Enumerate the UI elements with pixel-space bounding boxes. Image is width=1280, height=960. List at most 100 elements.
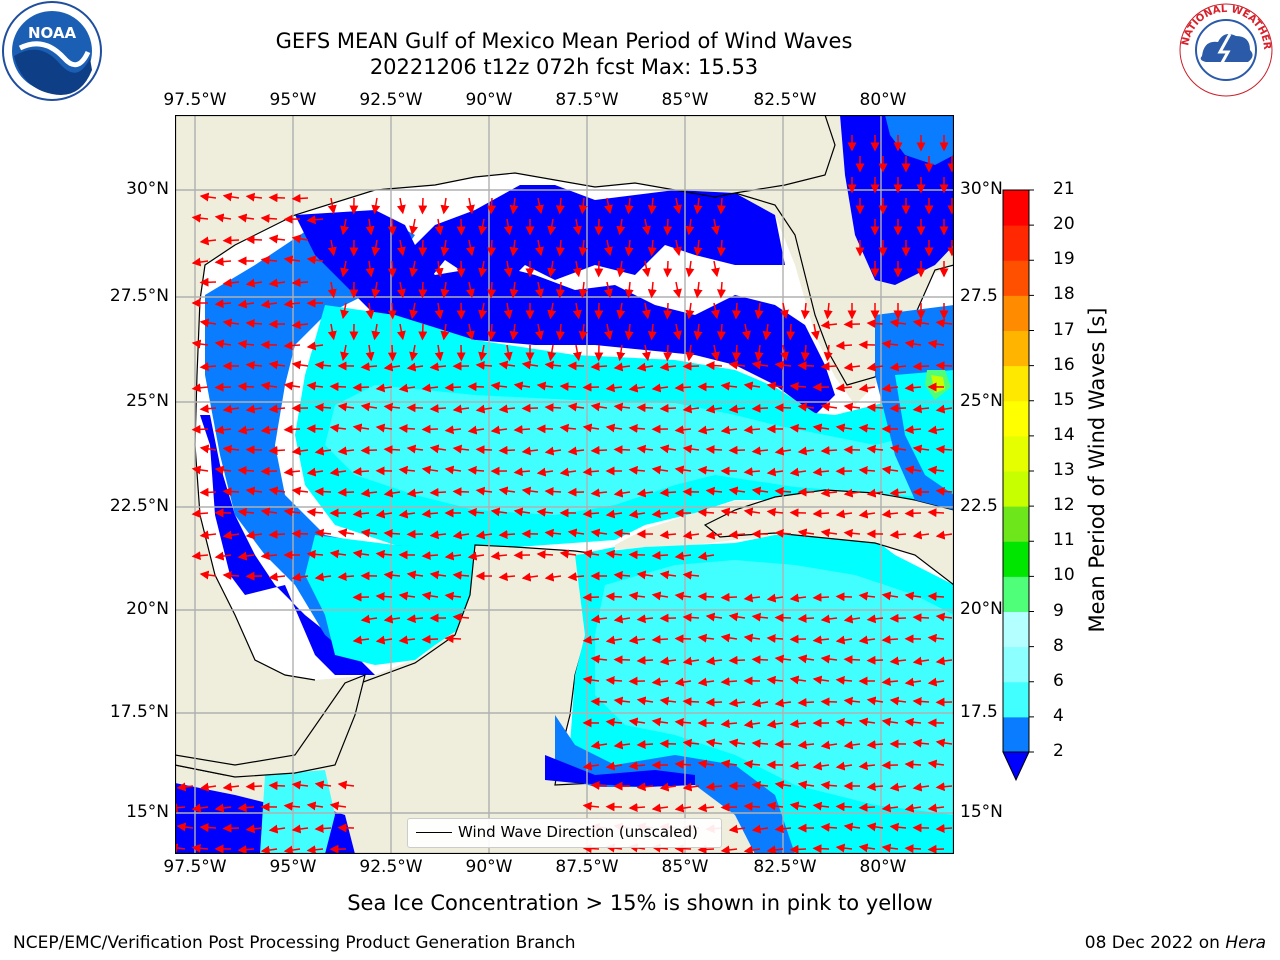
wind-arrow: [800, 302, 810, 320]
wind-arrow: [843, 528, 861, 538]
wind-arrow: [797, 528, 815, 538]
wind-arrow: [935, 404, 953, 414]
wind-arrow: [835, 635, 853, 645]
wind-arrow: [613, 362, 631, 372]
wind-arrow: [820, 402, 838, 412]
wind-arrow: [352, 635, 370, 645]
wind-arrow: [222, 192, 240, 202]
wind-arrow: [774, 654, 792, 664]
wind-arrow: [935, 824, 953, 834]
wind-arrow: [881, 383, 899, 393]
wind-arrow: [222, 571, 240, 580]
wind-arrow: [705, 738, 723, 748]
wind-arrow: [314, 487, 332, 497]
lon-tick-bottom: 82.5°W: [753, 857, 817, 877]
wind-arrow: [751, 655, 769, 665]
wind-arrow: [383, 614, 401, 624]
wind-arrow: [613, 655, 631, 665]
lon-tick-bottom: 97.5°W: [163, 857, 227, 877]
wind-arrow: [365, 344, 375, 362]
wind-arrow: [409, 218, 419, 236]
wind-arrow: [268, 529, 286, 539]
wind-arrow: [843, 655, 861, 665]
wind-arrow: [789, 381, 807, 391]
wind-arrow: [214, 803, 232, 813]
wind-arrow: [199, 236, 217, 246]
wind-arrow: [866, 444, 884, 454]
wind-arrow: [283, 299, 301, 309]
wind-arrow: [705, 612, 723, 622]
wind-arrow: [751, 698, 769, 708]
wind-arrow: [685, 260, 695, 278]
wind-arrow: [337, 487, 355, 497]
wind-arrow: [843, 614, 861, 624]
wind-arrow: [613, 696, 631, 706]
colorbar-tick-label: 17: [1053, 319, 1075, 340]
wind-arrow: [605, 761, 623, 771]
wind-arrow: [222, 530, 240, 540]
wind-arrow: [375, 383, 393, 393]
wind-arrow: [260, 845, 278, 854]
wind-arrow: [697, 803, 715, 813]
wind-arrow: [636, 444, 654, 454]
wind-arrow: [697, 677, 715, 687]
lon-tick-bottom: 95°W: [269, 857, 317, 877]
wind-arrow: [605, 717, 623, 727]
wind-arrow: [536, 549, 554, 559]
wind-arrow: [751, 738, 769, 748]
wind-arrow: [306, 341, 324, 351]
wind-arrow: [237, 339, 255, 349]
wind-arrow: [383, 570, 401, 580]
wind-arrow: [544, 403, 562, 413]
wind-arrow: [398, 465, 416, 475]
wind-arrow: [711, 260, 720, 278]
wind-arrow: [337, 572, 355, 582]
wind-arrow: [835, 843, 853, 853]
wind-arrow: [812, 423, 830, 433]
wind-arrow: [214, 465, 232, 475]
wind-arrow: [889, 822, 907, 832]
wind-arrow: [800, 344, 810, 362]
wind-arrow: [858, 843, 876, 853]
wind-arrow: [866, 614, 884, 624]
wind-arrow: [199, 277, 217, 287]
wind-arrow: [268, 193, 286, 203]
wind-arrow: [766, 801, 784, 811]
wind-arrow: [191, 465, 209, 475]
wind-arrow: [199, 487, 217, 497]
wind-arrow: [191, 509, 209, 519]
wind-arrow: [283, 507, 301, 517]
wind-arrow: [797, 613, 815, 623]
wind-arrow: [327, 281, 337, 299]
wind-arrow: [498, 445, 516, 455]
wind-arrow: [582, 761, 600, 771]
wind-arrow: [306, 255, 324, 265]
lat-tick-left: 20°N: [126, 599, 169, 619]
wind-arrow: [535, 239, 544, 257]
wind-arrow: [858, 423, 876, 433]
wind-arrow: [452, 612, 470, 622]
colorbar-tick-label: 6: [1053, 670, 1064, 691]
wind-arrow: [820, 361, 838, 371]
wind-arrow: [682, 613, 700, 622]
wind-arrow: [751, 403, 769, 413]
wind-arrow: [641, 260, 651, 278]
wind-arrow: [766, 507, 784, 517]
wind-arrow: [673, 281, 682, 299]
wind-arrow: [360, 362, 378, 372]
wind-arrow: [513, 467, 531, 477]
wind-arrow: [685, 344, 695, 362]
wind-arrow: [383, 529, 401, 539]
wind-arrow: [797, 697, 815, 707]
wind-arrow: [387, 218, 397, 236]
wind-arrow: [682, 738, 700, 748]
wind-arrow: [835, 592, 853, 602]
colorbar-band: [1003, 611, 1029, 648]
wind-arrow: [866, 403, 884, 413]
wind-arrow: [260, 381, 278, 391]
wind-arrow: [628, 803, 646, 813]
colorbar-band: [1003, 225, 1029, 261]
wind-arrow: [780, 302, 789, 320]
footer-date: 08 Dec 2022 on Hera: [1085, 933, 1266, 953]
wind-arrow: [214, 257, 232, 267]
